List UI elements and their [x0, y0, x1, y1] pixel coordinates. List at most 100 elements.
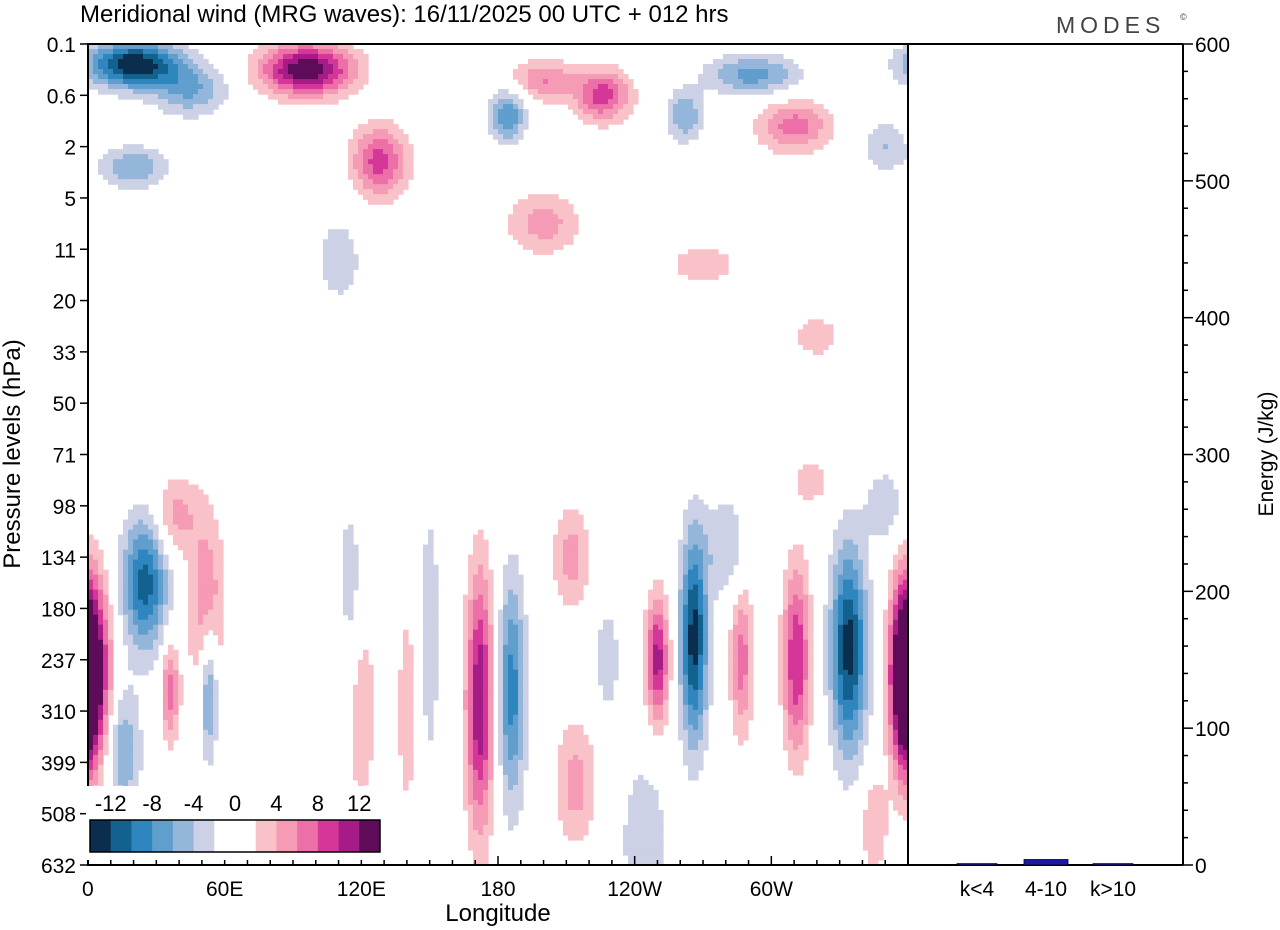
heatmap-cell [683, 624, 689, 631]
heatmap-cell [733, 524, 739, 531]
heatmap-cell [318, 54, 324, 60]
heatmap-cell [698, 699, 704, 706]
heatmap-cell [503, 609, 509, 616]
heatmap-cell [428, 669, 434, 676]
heatmap-cell [158, 599, 164, 606]
heatmap-cell [393, 164, 399, 170]
heatmap-cell [188, 644, 194, 651]
heatmap-cell [123, 604, 129, 611]
heatmap-cell [358, 49, 364, 55]
heatmap-cell [388, 144, 394, 150]
heatmap-cell [693, 639, 699, 646]
heatmap-cell [853, 714, 859, 721]
heatmap-cell [698, 629, 704, 636]
heatmap-cell [703, 579, 709, 586]
heatmap-cell [793, 654, 799, 661]
heatmap-cell [848, 634, 854, 641]
heatmap-cell [688, 594, 694, 601]
heatmap-cell [128, 569, 134, 576]
heatmap-cell [153, 634, 159, 641]
heatmap-cell [363, 144, 369, 150]
heatmap-cell [738, 609, 744, 616]
heatmap-cell [98, 54, 104, 60]
heatmap-cell [883, 129, 889, 135]
heatmap-cell [703, 509, 709, 516]
heatmap-cell [283, 54, 289, 60]
heatmap-cell [893, 139, 899, 145]
heatmap-cell [568, 599, 574, 606]
heatmap-cell [548, 99, 554, 105]
heatmap-cell [348, 174, 354, 180]
heatmap-cell [713, 524, 719, 531]
heatmap-cell [863, 579, 869, 586]
heatmap-cell [773, 84, 779, 90]
heatmap-cell [778, 634, 784, 641]
heatmap-cell [523, 674, 529, 681]
heatmap-cell [128, 689, 134, 696]
heatmap-cell [123, 574, 129, 581]
heatmap-cell [353, 154, 359, 160]
heatmap-cell [138, 44, 144, 50]
heatmap-cell [833, 599, 839, 606]
heatmap-cell [603, 64, 609, 70]
heatmap-cell [313, 49, 319, 55]
heatmap-cell [323, 264, 329, 270]
heatmap-cell [683, 559, 689, 566]
heatmap-cell [88, 729, 94, 736]
heatmap-cell [858, 664, 864, 671]
heatmap-cell [763, 124, 769, 130]
heatmap-cell [478, 549, 484, 556]
heatmap-cell [783, 599, 789, 606]
heatmap-cell [478, 704, 484, 711]
heatmap-cell [883, 124, 889, 130]
heatmap-cell [828, 694, 834, 701]
heatmap-cell [483, 549, 489, 556]
heatmap-cell [138, 519, 144, 526]
heatmap-cell [158, 604, 164, 611]
heatmap-cell [748, 624, 754, 631]
heatmap-cell [488, 624, 494, 631]
heatmap-cell [828, 329, 834, 335]
heatmap-cell [193, 654, 199, 661]
heatmap-cell [668, 674, 674, 681]
heatmap-cell [798, 99, 804, 105]
heatmap-cell [143, 74, 149, 80]
heatmap-cell [878, 499, 884, 506]
heatmap-cell [478, 619, 484, 626]
heatmap-cell [143, 504, 149, 511]
heatmap-cell [103, 729, 109, 736]
heatmap-cell [583, 539, 589, 546]
heatmap-cell [693, 589, 699, 596]
heatmap-cell [128, 59, 134, 65]
heatmap-cell [203, 624, 209, 631]
heatmap-cell [843, 534, 849, 541]
heatmap-cell [488, 604, 494, 611]
heatmap-cell [203, 699, 209, 706]
heatmap-cell [433, 674, 439, 681]
heatmap-cell [693, 99, 699, 105]
heatmap-cell [353, 569, 359, 576]
heatmap-cell [743, 714, 749, 721]
heatmap-cell [248, 64, 254, 70]
heatmap-cell [613, 664, 619, 671]
heatmap-cell [218, 584, 224, 591]
heatmap-cell [653, 584, 659, 591]
heatmap-cell [878, 484, 884, 491]
heatmap-cell [198, 99, 204, 105]
heatmap-cell [843, 554, 849, 561]
heatmap-cell [208, 599, 214, 606]
heatmap-cell [858, 724, 864, 731]
heatmap-cell [133, 544, 139, 551]
heatmap-cell [473, 624, 479, 631]
heatmap-cell [543, 64, 549, 70]
heatmap-cell [183, 109, 189, 115]
heatmap-cell [513, 634, 519, 641]
heatmap-cell [343, 94, 349, 100]
heatmap-cell [148, 539, 154, 546]
heatmap-cell [868, 684, 874, 691]
heatmap-cell [513, 109, 519, 115]
heatmap-cell [518, 199, 524, 205]
heatmap-cell [558, 574, 564, 581]
heatmap-cell [103, 644, 109, 651]
heatmap-cell [348, 169, 354, 175]
